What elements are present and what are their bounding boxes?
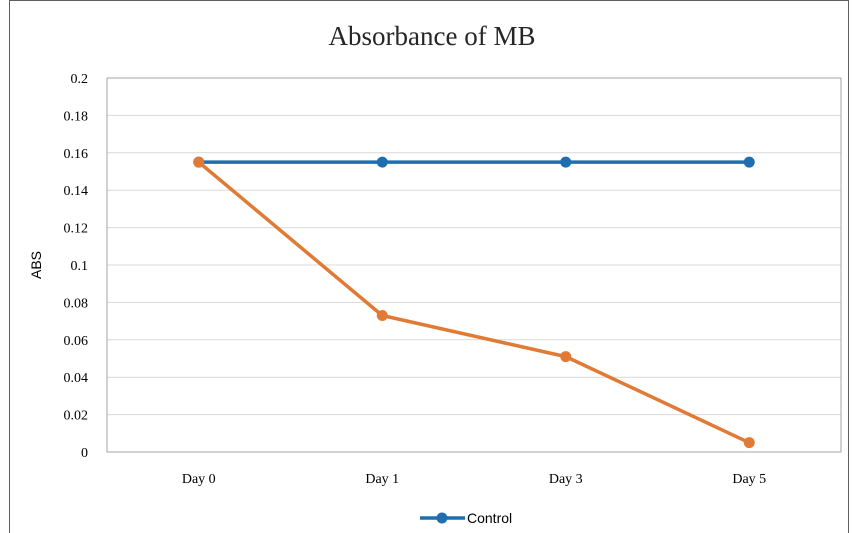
data-point: [744, 437, 755, 448]
y-axis-ticks: 0 0.02 0.04 0.06 0.08 0.1 0.12 0.14 0.16 0.18 0.2: [64, 72, 89, 461]
x-tick-label: Day 0: [182, 472, 216, 487]
data-point: [560, 157, 571, 168]
y-tick-label: 0.16: [64, 147, 89, 162]
series-1: [193, 157, 755, 168]
y-tick-label: 0.18: [64, 109, 89, 124]
data-point: [377, 310, 388, 321]
y-tick-label: 0.08: [64, 296, 89, 311]
chart-title: Absorbance of MB: [329, 21, 536, 51]
data-point: [377, 157, 388, 168]
data-point: [193, 157, 204, 168]
grid: [107, 78, 841, 415]
y-tick-label: 0.06: [64, 334, 89, 349]
y-tick-label: 0.14: [64, 184, 89, 199]
y-tick-label: 0.2: [71, 72, 89, 87]
legend-marker: [437, 513, 448, 524]
x-tick-label: Day 1: [365, 472, 399, 487]
x-tick-label: Day 5: [732, 472, 766, 487]
legend-label: Control: [467, 510, 512, 526]
y-tick-label: 0.12: [64, 222, 89, 237]
x-axis-ticks: Day 0 Day 1 Day 3 Day 5: [182, 472, 766, 487]
x-tick-label: Day 3: [549, 472, 583, 487]
data-point: [744, 157, 755, 168]
y-tick-label: 0: [81, 446, 88, 461]
y-axis-label: ABS: [28, 251, 44, 279]
y-tick-label: 0.1: [71, 259, 89, 274]
y-tick-label: 0.04: [64, 371, 89, 386]
y-tick-label: 0.02: [64, 409, 89, 424]
legend: Control: [420, 510, 512, 526]
data-point: [560, 351, 571, 362]
